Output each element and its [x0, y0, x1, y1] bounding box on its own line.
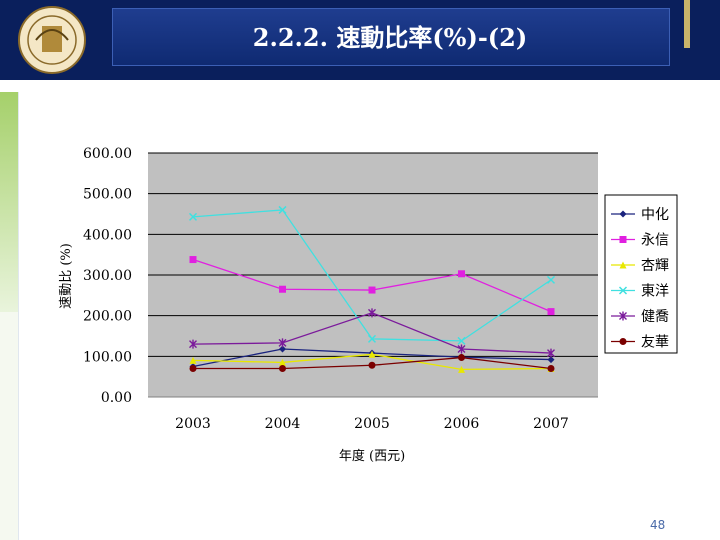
y-tick-label: 200.00	[83, 309, 132, 325]
data-point	[278, 205, 287, 214]
y-tick-label: 100.00	[83, 349, 132, 365]
y-tick-label: 500.00	[83, 187, 132, 203]
side-band	[0, 92, 18, 312]
data-point	[279, 285, 286, 293]
data-point	[458, 365, 465, 373]
content-divider	[18, 92, 19, 540]
y-tick-label: 400.00	[83, 227, 132, 243]
data-point	[189, 256, 197, 264]
x-axis-label: 年度 (西元)	[339, 448, 405, 464]
data-point	[189, 356, 197, 364]
data-point	[547, 365, 555, 373]
data-point	[546, 275, 556, 284]
data-point	[188, 212, 198, 221]
legend-marker	[618, 286, 628, 295]
legend-label: 中化	[641, 207, 669, 223]
y-tick-label: 300.00	[83, 268, 132, 284]
legend-marker	[619, 210, 627, 218]
data-point	[457, 336, 466, 345]
data-point	[368, 308, 376, 318]
data-point	[368, 350, 376, 358]
x-tick-label: 2003	[175, 416, 211, 432]
legend-label: 健喬	[641, 309, 669, 325]
data-point	[547, 308, 555, 316]
legend-marker	[619, 311, 627, 321]
slide-title: 2.2.2. 速動比率(%)-(2)	[252, 23, 528, 52]
accent-bar	[684, 0, 690, 48]
x-tick-label: 2004	[265, 416, 301, 432]
data-point	[368, 286, 376, 294]
legend-label: 永信	[641, 233, 669, 249]
data-point	[279, 345, 286, 353]
legend-label: 東洋	[641, 284, 669, 300]
legend-box	[604, 194, 678, 354]
data-point	[189, 365, 197, 373]
data-point	[547, 356, 555, 364]
page-number: 48	[650, 518, 666, 532]
legend-marker	[619, 338, 627, 345]
x-tick-label: 2006	[444, 416, 480, 432]
title-panel	[112, 8, 670, 66]
y-tick-label: 0.00	[101, 390, 132, 406]
data-point	[279, 365, 286, 373]
legend-marker	[619, 236, 627, 243]
x-tick-label: 2007	[533, 416, 569, 432]
university-seal-logo	[18, 6, 86, 74]
y-tick-label: 600.00	[83, 146, 132, 162]
legend-marker	[619, 261, 627, 269]
data-point	[189, 339, 197, 349]
data-point	[458, 354, 465, 362]
data-point	[368, 361, 376, 369]
data-point	[278, 338, 287, 348]
legend-label: 杏輝	[641, 258, 669, 274]
data-point	[547, 348, 555, 358]
data-point	[458, 270, 465, 278]
data-point	[457, 344, 466, 354]
side-band-lower	[0, 312, 18, 540]
data-point	[279, 358, 286, 366]
data-point	[367, 334, 377, 343]
x-tick-label: 2005	[354, 416, 390, 432]
y-axis-label: 速動比 (%)	[59, 243, 74, 309]
legend-label: 友華	[641, 335, 669, 351]
